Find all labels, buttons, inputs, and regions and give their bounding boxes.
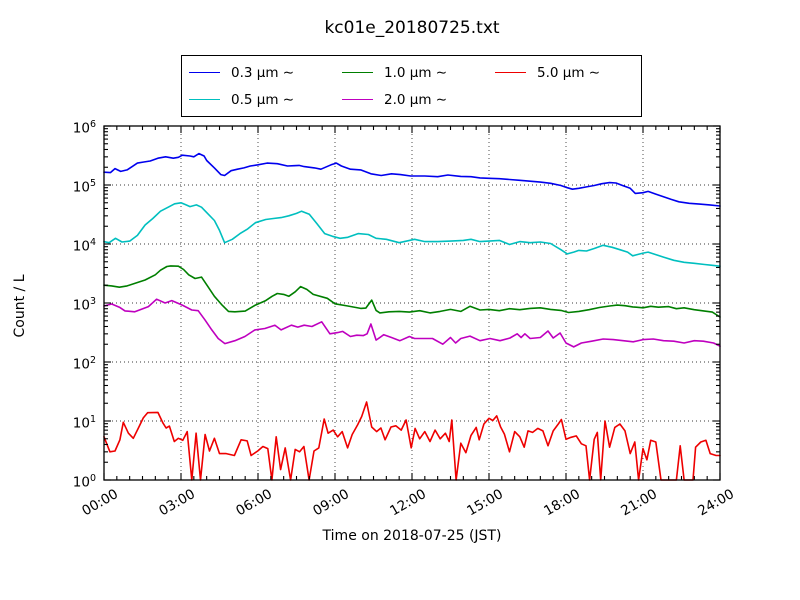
legend-entry-0.5um: 0.5 μm ∼ [189,86,328,113]
series-line-5.0um [103,401,721,481]
chart-title: kc01e_20180725.txt [324,18,500,38]
y-tick-label: 102 [72,355,96,373]
legend-label: 0.3 μm ∼ [231,64,295,81]
legend-entry-2.0um: 2.0 μm ∼ [342,86,481,113]
legend-line-swatch-0.3um [189,72,220,73]
y-tick-label: 105 [72,178,96,196]
legend-label: 2.0 μm ∼ [384,91,448,108]
series-line-2.0um [103,298,721,348]
legend-label: 5.0 μm ∼ [537,64,601,81]
legend-entry-0.3um: 0.3 μm ∼ [189,59,328,86]
legend-line-swatch-5.0um [495,72,526,73]
series-line-0.3um [103,152,721,207]
axes-spines [103,125,721,481]
series-line-1.0um [103,265,721,318]
y-tick-label: 104 [72,237,96,255]
y-tick-label: 101 [72,414,96,432]
legend: 0.3 μm ∼ 0.5 μm ∼ 1.0 μm ∼ 2.0 μm ∼ 5.0 … [181,55,642,117]
legend-entry-5.0um: 5.0 μm ∼ [495,59,634,86]
y-tick-label: 106 [72,119,96,137]
legend-line-swatch-1.0um [342,72,373,73]
y-tick-label: 103 [72,296,96,314]
legend-label: 0.5 μm ∼ [231,91,295,108]
x-axis-label: Time on 2018-07-25 (JST) [322,528,502,544]
series-line-0.5um [103,202,721,267]
y-tick-label: 100 [72,473,96,491]
legend-entry-1.0um: 1.0 μm ∼ [342,59,481,86]
legend-label: 1.0 μm ∼ [384,64,448,81]
legend-line-swatch-0.5um [189,99,220,100]
legend-line-swatch-2.0um [342,99,373,100]
